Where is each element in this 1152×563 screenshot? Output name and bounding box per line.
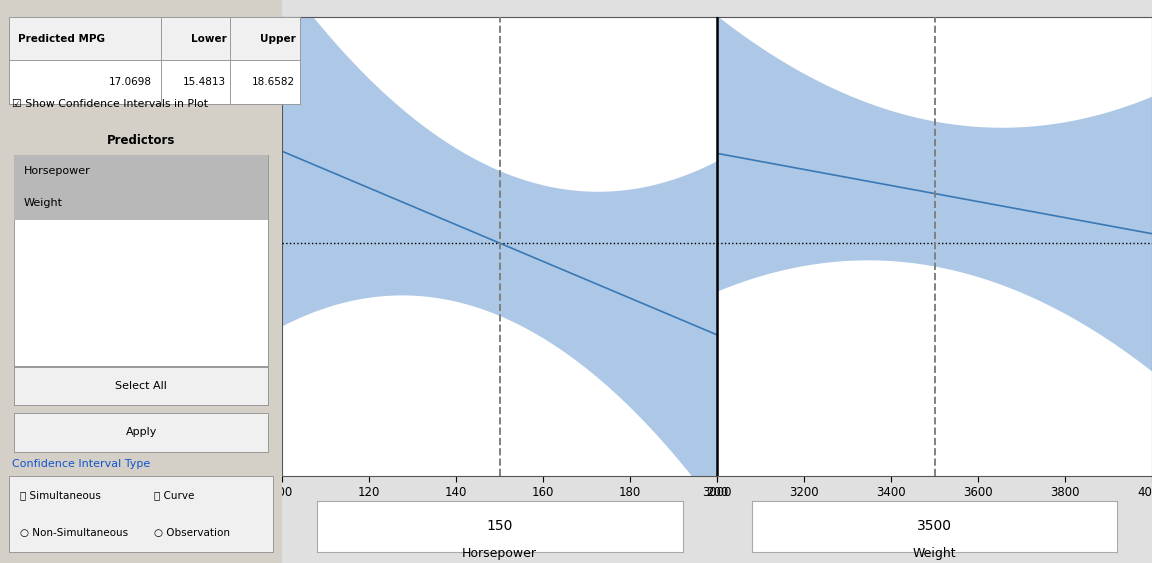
Text: Predicted MPG: Predicted MPG (18, 34, 105, 43)
Text: Predictors: Predictors (107, 133, 175, 146)
Text: 18.6582: 18.6582 (252, 77, 295, 87)
Text: Horsepower: Horsepower (462, 547, 537, 560)
Text: ○ Observation: ○ Observation (154, 528, 230, 538)
Text: ☑ Show Confidence Intervals in Plot: ☑ Show Confidence Intervals in Plot (12, 99, 207, 109)
Text: Confidence Interval Type: Confidence Interval Type (12, 459, 150, 470)
Text: Weight: Weight (24, 198, 63, 208)
Text: Upper: Upper (259, 34, 295, 43)
Text: Lower: Lower (190, 34, 226, 43)
Text: ○ Non-Simultaneous: ○ Non-Simultaneous (20, 528, 128, 538)
Text: Weight: Weight (912, 547, 956, 560)
Text: 15.4813: 15.4813 (183, 77, 226, 87)
Text: Select All: Select All (115, 381, 167, 391)
Text: Horsepower: Horsepower (24, 166, 91, 176)
Text: 150: 150 (486, 520, 513, 533)
Text: ⦿ Simultaneous: ⦿ Simultaneous (20, 490, 100, 500)
Text: 3500: 3500 (917, 520, 952, 533)
Text: ⦿ Curve: ⦿ Curve (154, 490, 195, 500)
Text: Apply: Apply (126, 427, 157, 437)
Text: 17.0698: 17.0698 (109, 77, 152, 87)
